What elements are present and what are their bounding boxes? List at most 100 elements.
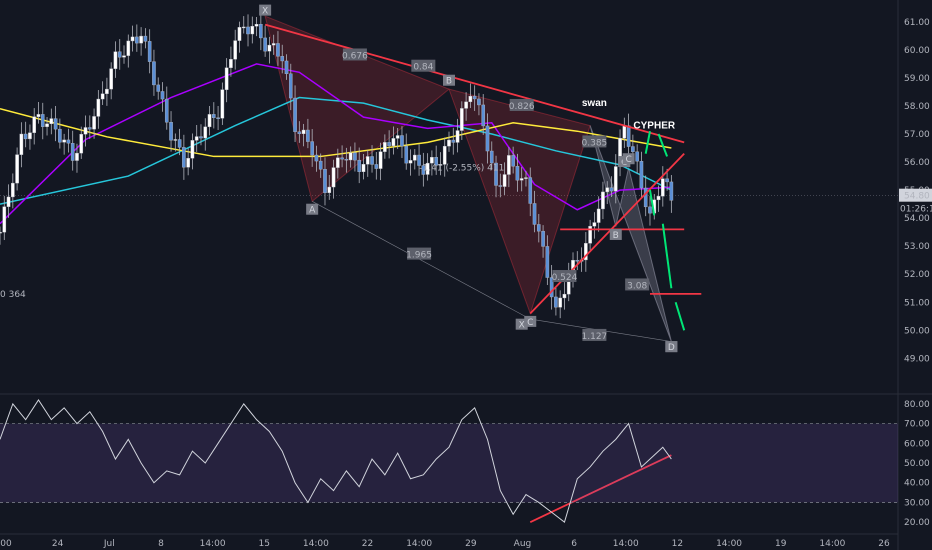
candle-body <box>220 89 225 119</box>
forecast-arrow <box>674 301 686 331</box>
candle-body <box>49 118 54 125</box>
time-tick-label: 15 <box>259 539 270 549</box>
candle-body <box>280 56 285 62</box>
candle-body <box>515 166 520 181</box>
candle-body <box>507 155 511 175</box>
price-tick-label: 53.00 <box>904 242 930 252</box>
candle-body <box>430 157 434 164</box>
candle-body <box>669 181 674 201</box>
candle-body <box>541 230 545 247</box>
candle-body <box>177 139 182 148</box>
candle-body <box>395 135 400 139</box>
candle-body <box>348 152 353 161</box>
time-tick-label: 14:00 <box>303 539 329 549</box>
candle-body <box>575 259 580 262</box>
candle-body <box>549 277 554 298</box>
time-tick-label: 00 <box>0 539 12 549</box>
candle-body <box>263 37 267 52</box>
rsi-tick-label: 50.00 <box>904 459 930 469</box>
time-tick-label: 14:00 <box>406 539 432 549</box>
ratio-label: 1.965 <box>406 251 432 261</box>
candle-body <box>139 35 143 44</box>
resistance-trendline <box>264 23 685 144</box>
left-edge-label: 0 364 <box>0 290 26 300</box>
candle-body <box>584 243 588 261</box>
price-tick-label: 51.00 <box>904 298 930 308</box>
candle-body <box>519 178 524 181</box>
candle-body <box>374 164 379 169</box>
candle-body <box>152 61 156 86</box>
forecast-arrow <box>644 131 651 154</box>
candle-body <box>79 133 84 154</box>
candle-body <box>468 95 473 103</box>
pattern-point-label: B <box>613 231 619 241</box>
candle-body <box>199 136 203 139</box>
candle-body <box>32 116 37 133</box>
candle-body <box>105 88 109 94</box>
candle-body <box>631 146 635 152</box>
pattern-point-badge <box>443 74 455 86</box>
candle-body <box>203 126 208 139</box>
current-price-label: 54.80 <box>904 192 930 202</box>
time-tick-label: Jul <box>103 539 115 549</box>
candle-body <box>489 150 494 164</box>
candle-body <box>53 118 58 130</box>
candle-body <box>15 154 19 184</box>
candle-body <box>293 97 297 132</box>
candle-body <box>661 178 665 197</box>
candle-body <box>100 93 105 100</box>
candle-body <box>365 156 370 165</box>
candle-body <box>494 162 498 186</box>
candle-body <box>40 114 45 127</box>
note-cypher: CYPHER <box>633 120 675 131</box>
candle-body <box>259 23 263 39</box>
pattern-point-label: C <box>625 155 631 165</box>
candle-body <box>62 139 66 143</box>
candle-body <box>609 187 614 192</box>
candle-body <box>601 191 605 210</box>
price-tick-label: 60.00 <box>904 46 930 56</box>
candle-body <box>639 160 644 189</box>
time-tick-label: 19 <box>775 539 787 549</box>
pattern-point-label: C <box>527 318 533 328</box>
candle-body <box>481 104 486 127</box>
candle-body <box>194 136 199 141</box>
candle-body <box>284 60 289 75</box>
pattern-point-badge <box>259 4 272 16</box>
candle-body <box>297 131 302 134</box>
rsi-tick-label: 60.00 <box>904 439 930 449</box>
ratio-label: 0.676 <box>342 51 368 61</box>
candle-body <box>143 35 148 42</box>
candle-body <box>135 36 139 44</box>
ratio-badge <box>625 278 650 291</box>
candle-body <box>186 158 190 168</box>
ratio-badge <box>552 270 577 283</box>
time-tick-label: 29 <box>465 539 477 549</box>
candle-body <box>438 164 443 166</box>
candle-body <box>588 225 592 244</box>
candle-body <box>626 125 631 147</box>
candle-body <box>267 44 272 52</box>
candle-body <box>562 293 567 299</box>
pattern-point-badge <box>306 203 319 215</box>
candle-body <box>92 116 96 130</box>
price-tick-label: 57.00 <box>904 130 930 140</box>
rsi-tick-label: 70.00 <box>904 420 930 430</box>
pattern-point-label: D <box>668 343 675 353</box>
pattern-point-badge <box>524 315 537 327</box>
moving-average-line <box>0 63 672 225</box>
candle-body <box>36 114 41 117</box>
candle-body <box>532 203 537 225</box>
pattern-point-label: X <box>519 321 525 331</box>
ratio-badge <box>582 328 607 341</box>
ratio-label: 0.524 <box>552 273 578 283</box>
candle-body <box>472 95 477 100</box>
candle-body <box>109 68 113 90</box>
candle-body <box>310 141 314 156</box>
candle-body <box>212 114 216 118</box>
candle-body <box>387 142 391 147</box>
candle-body <box>190 140 195 159</box>
pattern-point-label: A <box>309 206 316 216</box>
candle-body <box>361 164 366 172</box>
